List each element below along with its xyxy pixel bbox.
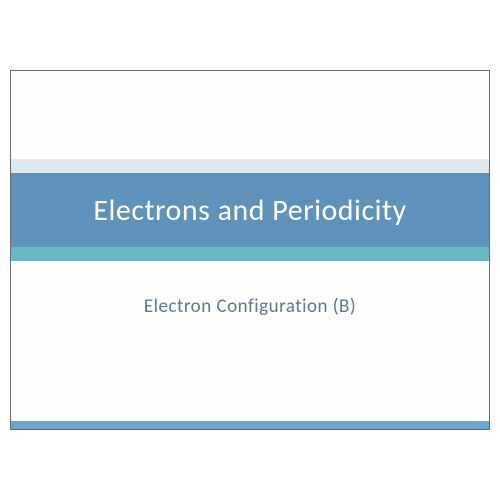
- title-band: Electrons and Periodicity: [11, 173, 489, 247]
- bottom-accent-bar: [11, 247, 489, 261]
- top-accent-bar: [11, 159, 489, 173]
- base-stripe: [11, 421, 489, 429]
- slide-title: Electrons and Periodicity: [93, 192, 406, 229]
- slide-subtitle: Electron Configuration (B): [11, 295, 489, 318]
- slide-container: Electrons and Periodicity Electron Confi…: [10, 70, 490, 430]
